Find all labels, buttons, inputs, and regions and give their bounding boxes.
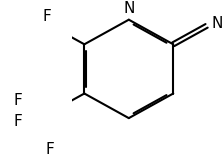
Text: F: F — [43, 9, 51, 24]
Text: N: N — [212, 16, 223, 31]
Text: F: F — [45, 142, 54, 157]
Text: N: N — [123, 1, 134, 16]
Text: F: F — [13, 114, 22, 129]
Text: F: F — [13, 93, 22, 108]
